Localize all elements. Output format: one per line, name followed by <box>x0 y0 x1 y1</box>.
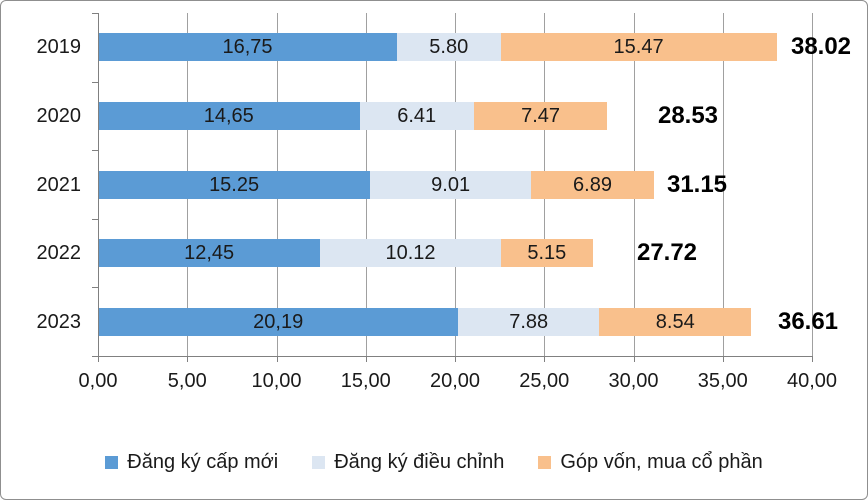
bar-value-label: 6.89 <box>573 173 612 196</box>
x-axis-tick-label: 15,00 <box>340 370 391 392</box>
total-label: 38.02 <box>790 33 852 61</box>
x-axis-tick-label: 20,00 <box>429 370 481 392</box>
bar-segment-series-2: 15.47 <box>500 33 777 62</box>
bar-value-label: 8.54 <box>655 310 695 333</box>
bar-segment-series-1: 7.88 <box>458 307 600 336</box>
bar-value-label: 20,19 <box>253 310 304 333</box>
bar-segment-series-2: 8.54 <box>599 307 752 336</box>
y-axis-label: 2021 <box>36 173 82 196</box>
legend-label: Đăng ký điều chỉnh <box>334 451 505 473</box>
x-axis-tick-label: 25,00 <box>519 370 570 392</box>
bar-value-label: 6.41 <box>397 104 437 127</box>
y-axis-label: 2020 <box>36 104 82 127</box>
bar-value-label: 9.01 <box>431 173 471 196</box>
y-axis-tick <box>92 218 98 220</box>
legend-label: Góp vốn, mua cổ phần <box>560 451 763 473</box>
bar-row: 16,75 5.80 15.47 <box>98 33 777 62</box>
bar-segment-series-2: 6.89 <box>531 170 655 199</box>
legend-item: Góp vốn, mua cổ phần <box>538 451 763 474</box>
x-axis-tick <box>633 356 635 362</box>
legend-swatch-series-0 <box>105 456 119 469</box>
x-axis-tick <box>187 356 189 362</box>
bar-segment-series-2: 5.15 <box>500 239 593 268</box>
bar-segment-series-0: 15.25 <box>98 170 371 199</box>
x-axis-tick <box>544 356 546 362</box>
bar-row: 14,65 6.41 7.47 <box>98 101 608 130</box>
x-axis-tick <box>365 356 367 362</box>
total-label: 36.61 <box>777 307 839 335</box>
x-axis-tick-label: 10,00 <box>251 370 302 392</box>
legend-swatch-series-1 <box>312 456 326 469</box>
total-label: 27.72 <box>636 239 698 267</box>
bar-value-label: 15.25 <box>209 173 260 196</box>
x-axis-tick <box>98 356 99 362</box>
legend-item: Đăng ký điều chỉnh <box>312 451 504 474</box>
bar-row: 12,45 10.12 5.15 <box>98 239 593 268</box>
total-label: 31.15 <box>666 170 728 198</box>
bar-segment-series-0: 14,65 <box>98 101 360 130</box>
x-axis-tick <box>276 356 278 362</box>
legend-label: Đăng ký cấp mới <box>127 451 279 473</box>
x-axis-tick <box>722 356 724 362</box>
bar-value-label: 16,75 <box>222 36 273 59</box>
bar-segment-series-1: 9.01 <box>370 170 532 199</box>
bar-segment-series-2: 7.47 <box>473 101 608 130</box>
y-axis-tick <box>92 356 98 357</box>
bar-value-label: 12,45 <box>184 242 235 265</box>
y-axis-tick <box>92 81 98 83</box>
total-label: 28.53 <box>657 101 719 129</box>
bar-value-label: 7.88 <box>509 310 549 333</box>
bar-row: 20,19 7.88 8.54 <box>98 307 752 336</box>
bar-segment-series-1: 10.12 <box>320 239 501 268</box>
y-axis-tick <box>92 287 98 289</box>
y-axis-label: 2022 <box>36 242 82 265</box>
y-axis-label: 2023 <box>36 310 82 333</box>
y-axis-tick <box>92 150 98 152</box>
gridline <box>722 13 724 356</box>
plot-area: 16,75 5.80 15.47 38.02 14,65 6.41 7.47 28.53 15.… <box>92 13 851 362</box>
x-axis-tick-label: 5,00 <box>167 370 207 392</box>
y-axis-line <box>98 13 99 356</box>
x-axis-tick-label: 35,00 <box>697 370 748 392</box>
legend-swatch-series-2 <box>538 456 552 469</box>
bar-segment-series-1: 6.41 <box>359 101 474 130</box>
bar-value-label: 14,65 <box>203 104 254 127</box>
x-axis-tick-label: 0,00 <box>78 370 118 392</box>
bar-row: 15.25 9.01 6.89 <box>98 170 655 199</box>
y-axis-label: 2019 <box>36 36 82 59</box>
bar-value-label: 7.47 <box>521 104 561 127</box>
y-axis-tick <box>92 13 98 14</box>
x-axis-tick <box>812 356 813 362</box>
bar-segment-series-0: 20,19 <box>98 307 459 336</box>
legend: Đăng ký cấp mới Đăng ký điều chỉnh Góp vốn… <box>1 451 867 474</box>
bar-value-label: 5.15 <box>527 242 567 265</box>
x-axis-tick <box>455 356 456 362</box>
bar-segment-series-0: 12,45 <box>98 239 321 268</box>
legend-item: Đăng ký cấp mới <box>105 451 278 474</box>
bar-value-label: 5.80 <box>429 36 469 59</box>
x-axis-tick-label: 40,00 <box>786 370 838 392</box>
bar-value-label: 10.12 <box>385 242 436 265</box>
bar-segment-series-0: 16,75 <box>98 33 397 62</box>
bar-value-label: 15.47 <box>613 36 664 59</box>
gridline <box>812 13 813 356</box>
x-axis-tick-label: 30,00 <box>608 370 659 392</box>
bar-segment-series-1: 5.80 <box>396 33 501 62</box>
